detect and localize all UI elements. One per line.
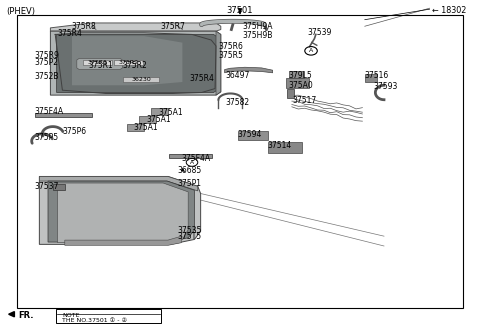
FancyBboxPatch shape (56, 309, 161, 323)
Polygon shape (216, 31, 221, 95)
Text: 37516: 37516 (365, 71, 389, 80)
FancyBboxPatch shape (286, 78, 309, 88)
Text: 375T5: 375T5 (178, 232, 202, 241)
Polygon shape (77, 58, 122, 70)
Text: 37594: 37594 (238, 130, 262, 139)
Text: 37537: 37537 (35, 182, 59, 192)
FancyBboxPatch shape (268, 142, 302, 153)
Polygon shape (9, 312, 14, 317)
Text: THE NO.37501 ① - ②: THE NO.37501 ① - ② (62, 318, 128, 323)
Text: 375P2: 375P2 (35, 58, 59, 67)
Polygon shape (48, 181, 194, 242)
Text: 36685: 36685 (178, 166, 202, 175)
Text: 375H9B: 375H9B (242, 31, 273, 40)
Text: 375R6: 375R6 (219, 42, 244, 51)
FancyBboxPatch shape (83, 60, 112, 65)
Polygon shape (72, 36, 182, 85)
FancyBboxPatch shape (151, 108, 168, 115)
Text: 37539: 37539 (307, 28, 332, 37)
Polygon shape (225, 67, 273, 73)
Text: 375P1: 375P1 (178, 179, 202, 188)
Text: NOTE: NOTE (62, 313, 80, 318)
Text: 36497: 36497 (226, 71, 250, 80)
FancyBboxPatch shape (114, 60, 143, 65)
Text: A: A (190, 160, 194, 165)
FancyBboxPatch shape (139, 116, 156, 123)
FancyBboxPatch shape (35, 113, 92, 117)
FancyBboxPatch shape (289, 71, 304, 78)
Text: 375R1: 375R1 (89, 61, 114, 70)
Polygon shape (50, 31, 221, 95)
Text: 375R7: 375R7 (160, 22, 185, 31)
Text: 37514: 37514 (268, 141, 292, 151)
Text: 37517: 37517 (293, 95, 317, 105)
FancyBboxPatch shape (53, 184, 65, 190)
Text: 375A1: 375A1 (146, 115, 171, 124)
Text: 375R2: 375R2 (122, 61, 147, 70)
FancyBboxPatch shape (123, 77, 159, 82)
Text: 375P6: 375P6 (62, 127, 86, 136)
Text: A: A (309, 48, 313, 53)
Text: 375R4: 375R4 (58, 29, 83, 38)
Text: 375H9A: 375H9A (242, 22, 273, 31)
Text: (PHEV): (PHEV) (6, 7, 35, 15)
Text: 375R5: 375R5 (219, 51, 244, 60)
Text: 36230: 36230 (132, 77, 152, 82)
Polygon shape (57, 34, 217, 92)
Text: 3752B: 3752B (35, 72, 59, 81)
Polygon shape (50, 23, 221, 31)
Text: 37593: 37593 (373, 82, 398, 92)
FancyBboxPatch shape (169, 154, 212, 158)
Text: 37582: 37582 (226, 98, 250, 107)
FancyBboxPatch shape (238, 131, 268, 140)
Text: 375R9: 375R9 (35, 51, 60, 60)
Text: 375R4: 375R4 (190, 74, 215, 83)
FancyBboxPatch shape (127, 124, 144, 131)
Text: 375F4A: 375F4A (35, 107, 64, 116)
Polygon shape (58, 183, 188, 243)
Polygon shape (65, 236, 181, 245)
Text: 375R1: 375R1 (87, 60, 108, 65)
Polygon shape (39, 176, 201, 244)
Text: 375R8: 375R8 (72, 22, 96, 31)
FancyBboxPatch shape (287, 89, 294, 98)
Text: FR.: FR. (18, 311, 34, 320)
Polygon shape (39, 176, 198, 191)
Text: 375A0: 375A0 (288, 81, 313, 90)
Text: 375R2: 375R2 (119, 60, 139, 65)
Text: 375A1: 375A1 (133, 123, 158, 132)
Text: 375P5: 375P5 (35, 133, 59, 142)
Text: 37501: 37501 (227, 6, 253, 15)
Text: 375F4A: 375F4A (181, 154, 211, 163)
Text: 379L5: 379L5 (288, 71, 312, 80)
Text: 37535: 37535 (178, 226, 202, 235)
Text: 375A1: 375A1 (158, 108, 183, 117)
FancyBboxPatch shape (365, 74, 377, 82)
Text: ← 18302: ← 18302 (432, 6, 467, 15)
